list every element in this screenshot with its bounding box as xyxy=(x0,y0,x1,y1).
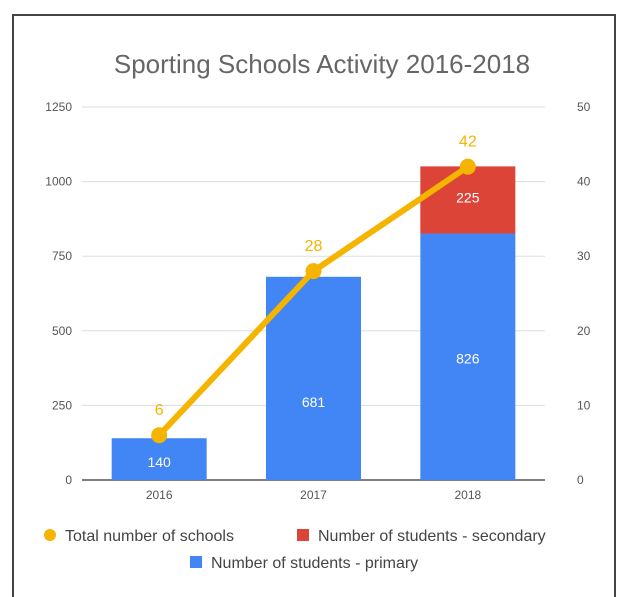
left-axis-ticks: 0 250 500 750 1000 1250 xyxy=(45,100,72,487)
bar-number-of-students-primary xyxy=(111,438,207,480)
right-axis-tick-label: 0 xyxy=(577,473,584,487)
left-axis-tick-label: 250 xyxy=(52,398,72,412)
chart-frame xyxy=(12,14,616,597)
line-data-label: 28 xyxy=(305,238,323,255)
bar-number-of-students-secondary xyxy=(420,166,516,234)
x-axis-tick-label: 2016 xyxy=(146,488,173,502)
left-axis-tick-label: 500 xyxy=(52,324,72,338)
right-axis-tick-label: 40 xyxy=(577,175,591,189)
left-axis-tick-label: 1000 xyxy=(45,175,72,189)
legend-marker-square xyxy=(297,529,309,541)
legend-label: Total number of schools xyxy=(65,528,234,545)
left-axis-tick-label: 750 xyxy=(52,249,72,263)
line-data-label: 42 xyxy=(459,134,477,151)
bar-data-label: 826 xyxy=(456,351,480,367)
x-axis-ticks: 2016 2017 2018 xyxy=(146,488,482,502)
right-axis-tick-label: 10 xyxy=(577,398,591,412)
line-point xyxy=(305,263,322,280)
legend-label: Number of students - secondary xyxy=(318,528,546,545)
bar-labels: 140 681 826 225 xyxy=(147,189,479,470)
bar-data-label: 681 xyxy=(302,394,326,410)
x-axis-tick-label: 2018 xyxy=(454,488,481,502)
bar-number-of-students-primary xyxy=(266,276,361,480)
left-axis-tick-label: 1250 xyxy=(45,100,72,114)
bar-data-label: 225 xyxy=(456,189,480,205)
right-axis-tick-label: 20 xyxy=(577,324,591,338)
legend-marker-square xyxy=(190,556,202,568)
chart-title: Sporting Schools Activity 2016-2018 xyxy=(114,49,530,79)
legend-label: Number of students - primary xyxy=(211,555,418,572)
x-axis-tick-label: 2017 xyxy=(300,488,327,502)
right-axis-tick-label: 50 xyxy=(577,100,591,114)
right-axis-ticks: 0 10 20 30 40 50 xyxy=(577,100,591,487)
right-axis-tick-label: 30 xyxy=(577,249,591,263)
line-data-label: 6 xyxy=(155,402,164,419)
legend-marker-circle xyxy=(44,529,56,541)
legend: Total number of schools Number of student… xyxy=(44,528,546,572)
bar-number-of-students-primary xyxy=(420,233,516,480)
bar-data-label: 140 xyxy=(147,454,171,470)
line-series: 6 28 42 xyxy=(151,134,477,444)
bars xyxy=(111,166,516,480)
line-point xyxy=(459,158,476,175)
left-axis-tick-label: 0 xyxy=(65,473,72,487)
line-point xyxy=(151,427,168,444)
